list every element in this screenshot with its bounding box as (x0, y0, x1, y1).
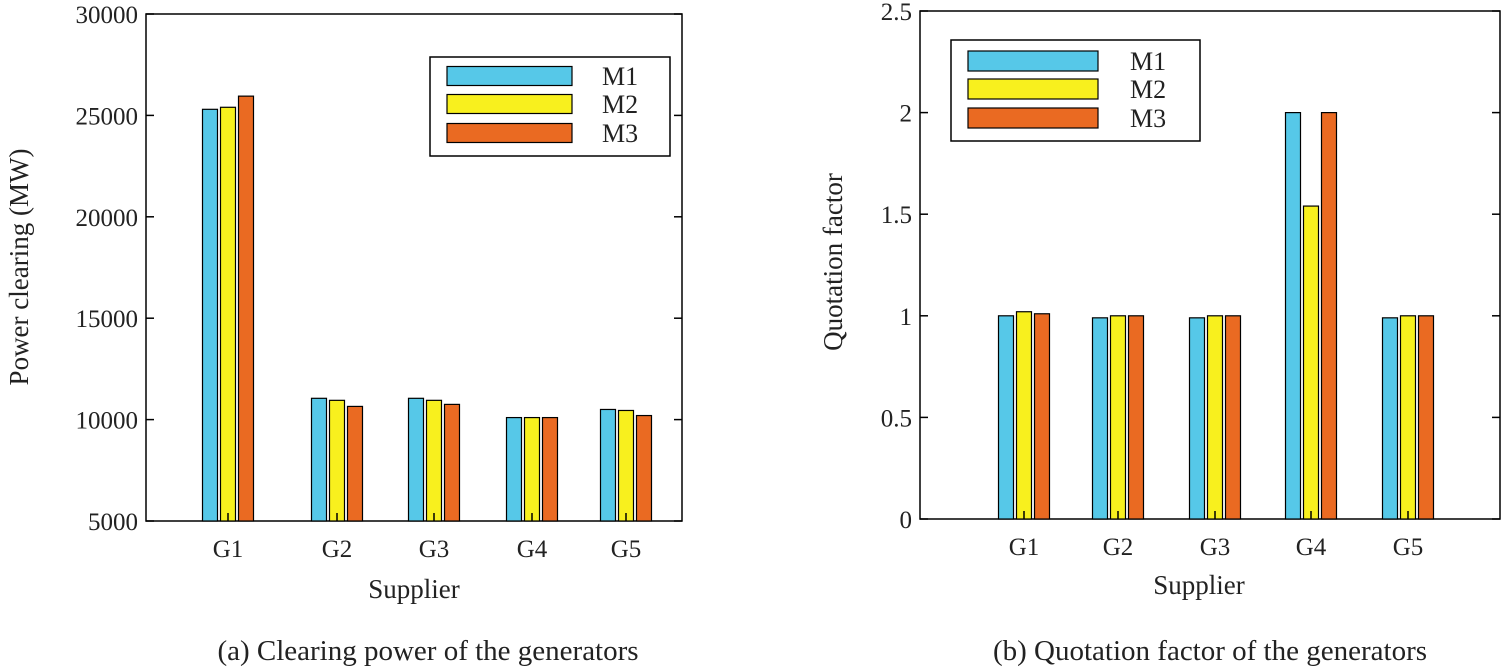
chart-b: 0 0.5 1 1.5 2 2.5 G1 G2 G3 G4 G5 Supplier Quotati… (818, 0, 1501, 667)
legend-swatch-M2 (446, 93, 573, 115)
bar-G3-M2 (425, 399, 443, 522)
bar-G1-M2 (219, 106, 237, 522)
category-label-G5: G5 (611, 536, 642, 563)
bar-G2-M2 (1109, 315, 1127, 520)
y-tick-label: 1 (900, 304, 913, 331)
caption-b: (b) Quotation factor of the generators (993, 635, 1427, 667)
bar-G5-M1 (1381, 317, 1399, 520)
category-label-G3: G3 (419, 536, 450, 563)
bar-G1-M1 (997, 315, 1015, 520)
bar-G3-M2 (1206, 315, 1224, 520)
bar-G4-M1 (505, 416, 523, 522)
legend-swatch-M3 (967, 107, 1099, 129)
legend-label-M2: M2 (1130, 75, 1166, 104)
bar-G2-M1 (310, 397, 328, 522)
legend-swatch-M1 (967, 50, 1099, 72)
bars-b (997, 111, 1435, 520)
y-axis-label-b: Quotation factor (818, 173, 848, 351)
bar-G3-M3 (1224, 315, 1242, 520)
y-tick-label: 20000 (76, 205, 139, 232)
bar-G5-M3 (1417, 315, 1435, 520)
bar-G1-M3 (237, 95, 255, 522)
bar-G4-M1 (1284, 111, 1302, 520)
category-labels-a: G1 G2 G3 G4 G5 (213, 513, 642, 563)
chart-a: 5000 10000 15000 20000 25000 30000 G1 G2 G3 G4 G5… (4, 2, 683, 667)
bar-G3-M1 (407, 397, 425, 522)
x-axis-label-b: Supplier (1153, 570, 1245, 600)
y-tick-label: 2.5 (881, 0, 912, 26)
bar-G5-M2 (1399, 315, 1417, 520)
legend-swatch-M2 (967, 78, 1099, 100)
bar-G3-M1 (1188, 317, 1206, 520)
legend-label-M1: M1 (602, 62, 638, 91)
bar-G1-M1 (201, 108, 219, 522)
category-label-G3: G3 (1200, 534, 1231, 561)
legend-swatch-M3 (446, 122, 573, 144)
category-label-G2: G2 (1103, 534, 1134, 561)
legend-label-M3: M3 (602, 119, 638, 148)
bar-G4-M3 (541, 416, 559, 522)
bar-G2-M3 (346, 405, 364, 522)
y-tick-label: 15000 (76, 306, 139, 333)
y-ticks-b: 0 0.5 1 1.5 2 2.5 (881, 0, 1500, 534)
y-tick-label: 10000 (76, 408, 139, 435)
legend-label-M2: M2 (602, 90, 638, 119)
caption-a: (a) Clearing power of the generators (217, 635, 638, 667)
bars-a (201, 95, 653, 522)
bar-G5-M1 (599, 408, 617, 522)
category-labels-b: G1 G2 G3 G4 G5 (1009, 511, 1424, 561)
y-tick-label: 30000 (76, 2, 139, 29)
bar-G4-M2 (523, 416, 541, 522)
category-label-G4: G4 (517, 536, 548, 563)
y-tick-label: 1.5 (881, 202, 912, 229)
legend-swatch-M1 (446, 65, 573, 87)
bar-G5-M2 (617, 409, 635, 522)
y-ticks-a: 5000 10000 15000 20000 25000 30000 (76, 2, 682, 536)
legend-label-M1: M1 (1130, 47, 1166, 76)
bar-G1-M2 (1015, 311, 1033, 520)
bar-G2-M3 (1127, 315, 1145, 520)
category-label-G4: G4 (1296, 534, 1327, 561)
y-tick-label: 0 (900, 507, 913, 534)
bar-G1-M3 (1033, 313, 1051, 520)
category-label-G1: G1 (1009, 534, 1040, 561)
category-label-G5: G5 (1393, 534, 1424, 561)
y-tick-label: 5000 (88, 509, 138, 536)
y-tick-label: 25000 (76, 103, 139, 130)
bar-G5-M3 (635, 414, 653, 522)
y-tick-label: 0.5 (881, 405, 912, 432)
category-label-G2: G2 (322, 536, 353, 563)
bar-G4-M2 (1302, 205, 1320, 520)
legend-label-M3: M3 (1130, 104, 1166, 133)
bar-G2-M1 (1091, 317, 1109, 520)
category-label-G1: G1 (213, 536, 244, 563)
x-axis-label-a: Supplier (368, 574, 460, 604)
bar-G3-M3 (443, 403, 461, 522)
bar-G4-M3 (1320, 111, 1338, 520)
y-axis-label-a: Power clearing (MW) (4, 149, 34, 386)
bar-G2-M2 (328, 399, 346, 522)
y-tick-label: 2 (900, 101, 913, 128)
